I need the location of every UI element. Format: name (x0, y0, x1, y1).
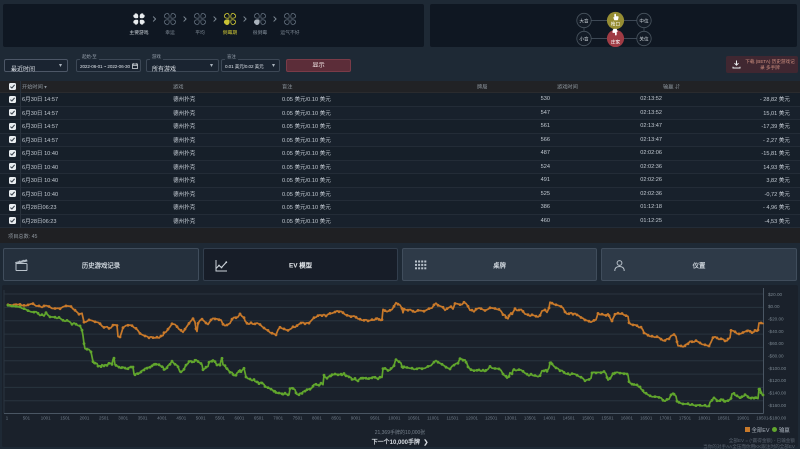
svg-text:9501: 9501 (370, 416, 380, 421)
svg-text:倒霉期: 倒霉期 (223, 29, 238, 36)
svg-text:10001: 10001 (388, 416, 401, 421)
svg-text:9001: 9001 (351, 416, 361, 421)
svg-text:7001: 7001 (273, 416, 283, 421)
svg-text:5501: 5501 (215, 416, 225, 421)
svg-text:19001: 19001 (737, 416, 750, 421)
svg-text:11001: 11001 (427, 416, 439, 421)
svg-text:-$120.00: -$120.00 (768, 378, 787, 383)
svg-text:2001: 2001 (80, 416, 90, 421)
svg-text:15001: 15001 (582, 416, 595, 421)
svg-text:501: 501 (23, 416, 31, 421)
svg-text:8501: 8501 (331, 416, 341, 421)
svg-text:-$160.00: -$160.00 (768, 403, 787, 408)
svg-text:19501: 19501 (756, 416, 769, 421)
svg-text:$0.00: $0.00 (768, 304, 780, 309)
svg-text:中位: 中位 (639, 17, 649, 24)
svg-text:18001: 18001 (698, 416, 711, 421)
svg-text:庄家: 庄家 (611, 39, 621, 46)
svg-text:平均: 平均 (195, 29, 205, 36)
svg-text:-$60.00: -$60.00 (768, 341, 784, 346)
svg-text:1501: 1501 (60, 416, 70, 421)
svg-text:17501: 17501 (679, 416, 692, 421)
svg-text:18501: 18501 (718, 416, 731, 421)
svg-text:1001: 1001 (41, 416, 51, 421)
svg-text:7501: 7501 (293, 416, 303, 421)
svg-text:很倒霉: 很倒霉 (253, 29, 268, 36)
svg-text:主要游戏: 主要游戏 (129, 29, 148, 36)
svg-text:12001: 12001 (466, 416, 479, 421)
svg-text:关位: 关位 (639, 35, 649, 42)
svg-text:16501: 16501 (640, 416, 653, 421)
svg-text:13001: 13001 (504, 416, 517, 421)
svg-text:6001: 6001 (235, 416, 245, 421)
svg-text:11501: 11501 (447, 416, 459, 421)
svg-text:枪口: 枪口 (611, 21, 621, 28)
svg-text:大盲: 大盲 (579, 17, 589, 24)
svg-text:2501: 2501 (99, 416, 109, 421)
svg-text:-$80.00: -$80.00 (768, 354, 784, 359)
svg-text:-$100.00: -$100.00 (768, 366, 787, 371)
svg-text:13501: 13501 (524, 416, 537, 421)
svg-text:1: 1 (6, 416, 9, 421)
svg-text:小盲: 小盲 (579, 35, 589, 42)
svg-text:15501: 15501 (601, 416, 614, 421)
svg-text:8001: 8001 (312, 416, 322, 421)
svg-text:14501: 14501 (563, 416, 576, 421)
svg-text:4001: 4001 (157, 416, 167, 421)
svg-text:4501: 4501 (176, 416, 186, 421)
svg-text:3501: 3501 (138, 416, 148, 421)
svg-text:-$40.00: -$40.00 (768, 329, 784, 334)
svg-text:5001: 5001 (196, 416, 206, 421)
svg-text:10501: 10501 (408, 416, 421, 421)
svg-text:12501: 12501 (485, 416, 498, 421)
svg-text:14001: 14001 (543, 416, 556, 421)
svg-text:-$140.00: -$140.00 (768, 391, 787, 396)
svg-text:-$20.00: -$20.00 (768, 317, 784, 322)
svg-text:3001: 3001 (118, 416, 128, 421)
svg-text:17001: 17001 (659, 416, 672, 421)
svg-text:$20.00: $20.00 (768, 292, 782, 297)
svg-text:16001: 16001 (621, 416, 634, 421)
svg-text:运气不好: 运气不好 (280, 29, 299, 36)
svg-text:-$180.00: -$180.00 (768, 415, 787, 420)
svg-text:幸运: 幸运 (165, 29, 175, 36)
svg-text:6501: 6501 (254, 416, 264, 421)
